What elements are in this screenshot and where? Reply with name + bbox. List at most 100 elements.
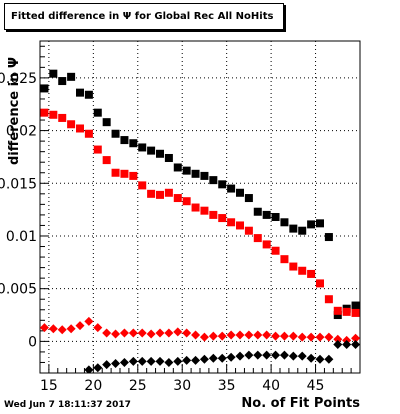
data-point-series-1 xyxy=(102,118,111,127)
data-point-series-1 xyxy=(209,176,218,185)
data-point-series-2 xyxy=(200,206,209,215)
data-point-series-2 xyxy=(93,145,102,154)
data-point-series-4 xyxy=(208,353,218,363)
data-point-series-1 xyxy=(49,69,58,78)
data-point-series-1 xyxy=(120,136,129,145)
data-point-series-1 xyxy=(93,108,102,117)
data-point-series-1 xyxy=(156,149,164,158)
data-point-series-1 xyxy=(218,180,227,189)
data-point-series-1 xyxy=(236,188,244,197)
data-point-series-1 xyxy=(289,224,298,233)
data-point-series-2 xyxy=(102,156,111,165)
data-point-series-2 xyxy=(182,197,191,206)
data-point-series-3 xyxy=(297,332,307,342)
data-point-series-4 xyxy=(253,350,263,360)
data-point-series-3 xyxy=(75,321,85,331)
data-point-series-2 xyxy=(156,190,164,199)
data-point-series-2 xyxy=(129,171,138,180)
data-point-series-1 xyxy=(67,72,76,81)
data-point-series-4 xyxy=(173,356,183,366)
data-point-series-3 xyxy=(66,324,76,334)
data-point-series-2 xyxy=(111,168,120,177)
y-tick-label: 0.015 xyxy=(0,176,37,192)
data-point-series-1 xyxy=(40,84,49,93)
data-point-series-3 xyxy=(315,332,325,342)
data-point-series-4 xyxy=(351,340,360,350)
data-point-series-1 xyxy=(227,184,236,193)
data-point-series-1 xyxy=(307,220,316,229)
data-point-series-3 xyxy=(146,329,156,339)
data-point-series-1 xyxy=(324,233,333,242)
x-tick-label: 15 xyxy=(40,378,58,394)
data-point-series-2 xyxy=(76,124,84,133)
data-point-series-3 xyxy=(288,331,298,341)
data-point-series-2 xyxy=(173,194,182,203)
data-point-series-2 xyxy=(147,189,156,198)
data-point-series-1 xyxy=(244,194,253,203)
data-point-series-2 xyxy=(84,129,93,138)
data-point-series-4 xyxy=(217,353,227,363)
data-point-series-4 xyxy=(128,356,138,366)
data-point-series-4 xyxy=(164,357,174,367)
data-point-series-2 xyxy=(351,308,360,317)
data-points xyxy=(40,69,360,373)
data-point-series-3 xyxy=(333,334,343,344)
data-point-series-3 xyxy=(155,328,165,338)
data-point-series-1 xyxy=(262,210,271,219)
y-tick-label: 0.02 xyxy=(6,124,37,140)
timestamp: Wed Jun 7 18:11:37 2017 xyxy=(4,400,131,410)
data-point-series-1 xyxy=(182,166,191,175)
data-point-series-2 xyxy=(280,255,289,264)
data-point-series-4 xyxy=(111,359,121,369)
x-axis-label: No. of Fit Points xyxy=(241,396,360,411)
data-point-series-4 xyxy=(297,351,307,361)
data-point-series-3 xyxy=(351,333,360,343)
data-point-series-3 xyxy=(208,331,218,341)
x-tick-label: 40 xyxy=(262,378,280,394)
data-point-series-3 xyxy=(235,330,245,340)
data-point-series-4 xyxy=(306,353,316,363)
data-point-series-4 xyxy=(102,360,112,370)
data-point-series-2 xyxy=(342,307,351,316)
data-point-series-2 xyxy=(138,181,147,190)
data-point-series-3 xyxy=(199,332,209,342)
data-point-series-1 xyxy=(129,139,138,148)
data-point-series-2 xyxy=(227,218,236,227)
data-point-series-1 xyxy=(58,77,67,86)
data-point-series-3 xyxy=(182,328,192,338)
data-point-series-3 xyxy=(262,330,272,340)
data-point-series-3 xyxy=(164,328,174,338)
data-point-series-4 xyxy=(182,355,192,365)
data-point-series-1 xyxy=(191,169,200,178)
chart-title: Fitted difference in Ψ for Global Rec Al… xyxy=(11,11,274,22)
data-point-series-2 xyxy=(262,240,271,249)
data-point-series-1 xyxy=(316,219,324,228)
data-point-series-1 xyxy=(253,207,262,216)
data-point-series-2 xyxy=(40,108,49,117)
data-point-series-4 xyxy=(279,350,289,360)
data-point-series-3 xyxy=(111,329,121,339)
chart-title-box: Fitted difference in Ψ for Global Rec Al… xyxy=(4,3,284,30)
data-point-series-1 xyxy=(200,171,209,180)
data-point-series-1 xyxy=(351,301,360,310)
data-point-series-4 xyxy=(146,356,156,366)
data-point-series-1 xyxy=(111,129,120,138)
data-point-series-4 xyxy=(333,340,343,350)
data-point-series-1 xyxy=(298,226,307,235)
data-point-series-4 xyxy=(226,352,236,362)
data-point-series-1 xyxy=(173,163,182,172)
y-tick-label: 0.025 xyxy=(0,71,37,87)
data-point-series-2 xyxy=(236,221,244,230)
data-point-series-2 xyxy=(289,262,298,271)
data-point-series-4 xyxy=(155,356,165,366)
data-point-series-1 xyxy=(84,90,93,99)
data-point-series-1 xyxy=(147,146,156,155)
data-point-series-3 xyxy=(40,323,49,333)
x-tick-label: 45 xyxy=(307,378,325,394)
data-point-series-1 xyxy=(138,143,147,152)
data-point-series-1 xyxy=(280,218,289,227)
data-point-series-2 xyxy=(298,266,307,275)
data-point-series-3 xyxy=(279,331,289,341)
data-point-series-4 xyxy=(119,357,129,367)
data-point-series-2 xyxy=(333,306,342,315)
